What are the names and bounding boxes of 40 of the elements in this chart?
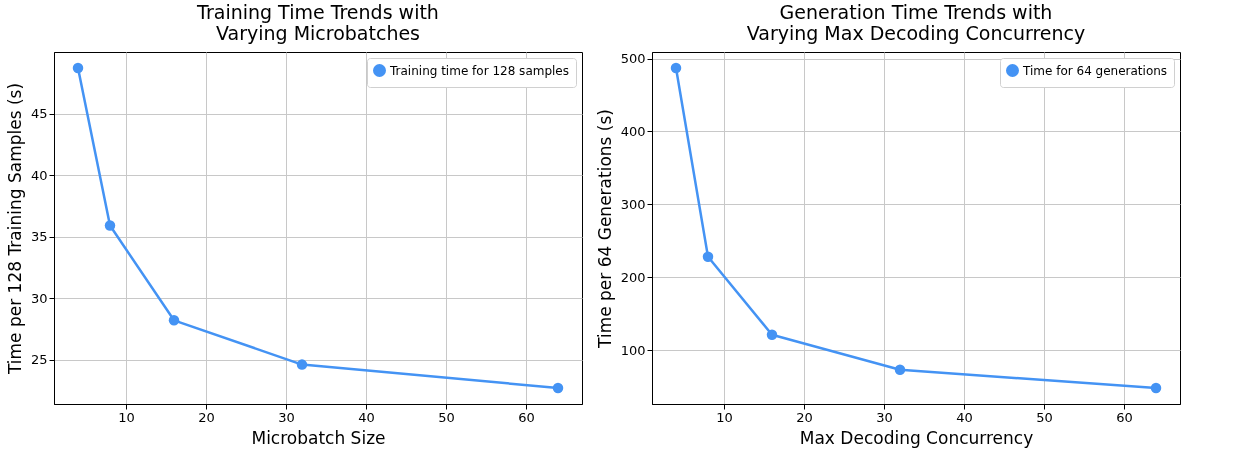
x-tick-label: 50: [1036, 409, 1053, 425]
legend-label: Training time for 128 samples: [389, 63, 570, 78]
point: [766, 329, 778, 340]
point: [104, 220, 116, 231]
x-tick-label: 20: [198, 409, 215, 425]
y-tick-label: 500: [620, 51, 646, 67]
y-axis-title: Time per 64 Generations (s): [594, 109, 615, 349]
x-tick-label: 40: [956, 409, 973, 425]
x-tick-label: 20: [796, 409, 813, 425]
y-tick-label: 400: [620, 123, 646, 139]
x-tick-label: 30: [876, 409, 893, 425]
point: [702, 251, 714, 263]
point: [894, 364, 906, 375]
point: [296, 359, 308, 370]
y-tick-label: 30: [30, 290, 48, 306]
point: [168, 315, 180, 326]
x-tick-label: 10: [716, 409, 733, 425]
y-tick-label: 200: [620, 269, 646, 285]
y-tick-label: 35: [30, 229, 48, 245]
chart-title: Training Time Trends with Varying Microbatches: [196, 1, 439, 44]
x-tick-label: 60: [518, 409, 535, 425]
legend-label: Time for 64 generations: [1022, 63, 1168, 78]
point: [1150, 382, 1162, 394]
y-tick-label: 45: [30, 106, 48, 122]
point: [552, 382, 564, 394]
x-tick-label: 30: [278, 409, 295, 425]
x-tick-label: 50: [438, 409, 455, 425]
x-tick-label: 60: [1116, 409, 1133, 425]
y-tick-label: 300: [620, 196, 646, 212]
y-tick-label: 100: [620, 342, 646, 358]
point: [670, 62, 682, 74]
x-axis-title: Max Decoding Concurrency: [799, 427, 1034, 448]
x-axis-title: Microbatch Size: [251, 427, 386, 448]
point: [72, 62, 84, 74]
x-tick-label: 40: [358, 409, 375, 425]
y-axis-title: Time per 128 Training Samples (s): [4, 82, 25, 376]
chart-title: Generation Time Trends with Varying Max Decoding Concurrency: [746, 1, 1086, 44]
x-tick-label: 10: [118, 409, 135, 425]
y-tick-label: 40: [30, 167, 48, 183]
y-tick-label: 25: [30, 352, 48, 368]
